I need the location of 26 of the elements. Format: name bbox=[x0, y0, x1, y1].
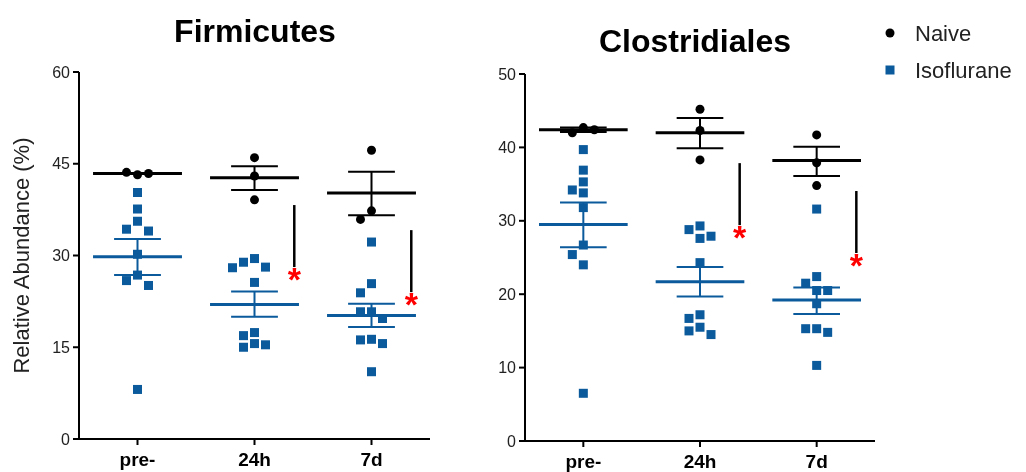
y-tick-label: 0 bbox=[507, 432, 517, 450]
chart-title: Firmicutes bbox=[174, 13, 336, 49]
y-tick-label: 20 bbox=[498, 285, 517, 303]
chart-title: Clostridiales bbox=[598, 23, 792, 59]
y-tick-label: 30 bbox=[498, 212, 517, 230]
y-tick-label: 50 bbox=[498, 65, 517, 83]
annotation: * bbox=[733, 218, 748, 257]
y-tick-label: 45 bbox=[52, 155, 71, 173]
y-tick-label: 10 bbox=[498, 359, 517, 377]
legend-label: Isoflurane bbox=[915, 57, 1012, 83]
y-tick-label: 15 bbox=[52, 338, 71, 356]
annotation: * bbox=[287, 260, 302, 299]
x-tick-label: 24h bbox=[238, 449, 271, 470]
y-axis-title: Relative Abundance (%) bbox=[9, 137, 34, 374]
x-tick-label: pre- bbox=[565, 451, 602, 472]
x-tick-label: 24h bbox=[683, 451, 717, 472]
y-tick-label: 40 bbox=[498, 139, 517, 156]
annotation: * bbox=[849, 246, 864, 285]
legend-label: Naive bbox=[915, 20, 972, 46]
annotation: * bbox=[404, 285, 419, 324]
x-tick-label: 7d bbox=[360, 449, 383, 470]
x-tick-label: 7d bbox=[805, 451, 828, 472]
y-tick-label: 60 bbox=[52, 63, 71, 81]
y-tick-label: 0 bbox=[61, 430, 71, 448]
x-tick-label: pre- bbox=[119, 449, 156, 470]
y-tick-label: 30 bbox=[52, 247, 71, 265]
